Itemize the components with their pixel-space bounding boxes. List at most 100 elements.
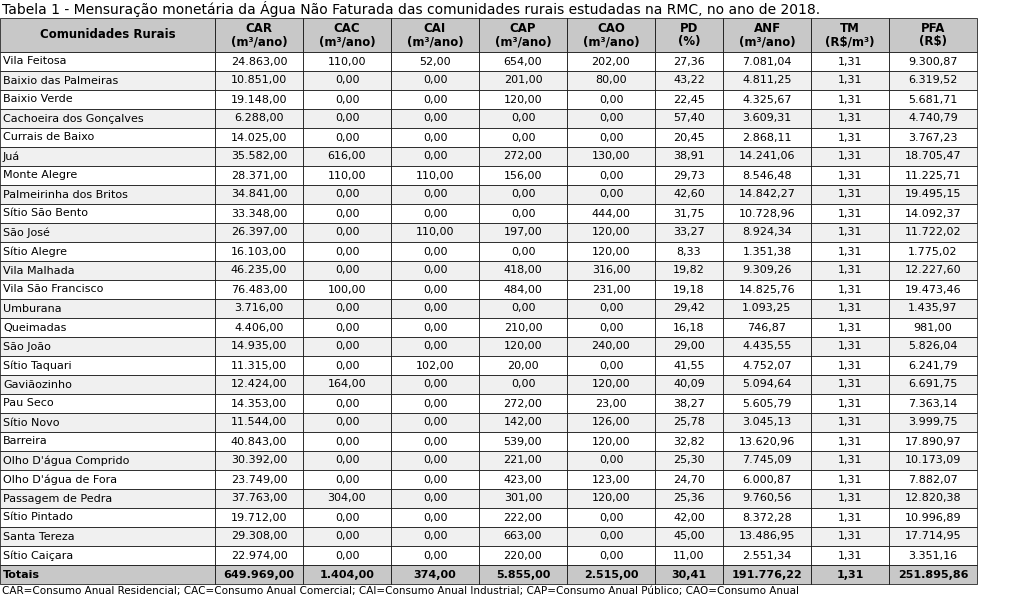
- Text: 7.081,04: 7.081,04: [742, 56, 792, 67]
- Text: 616,00: 616,00: [328, 151, 366, 162]
- Bar: [567, 204, 655, 223]
- Text: 0,00: 0,00: [599, 114, 623, 123]
- Bar: [655, 109, 723, 128]
- Text: Sítio Alegre: Sítio Alegre: [3, 246, 67, 257]
- Bar: [889, 451, 977, 470]
- Bar: [889, 109, 977, 128]
- Bar: [391, 280, 479, 299]
- Text: 120,00: 120,00: [591, 493, 631, 504]
- Bar: [0, 261, 215, 280]
- Bar: [303, 565, 391, 584]
- Bar: [567, 52, 655, 71]
- Text: 11.225,71: 11.225,71: [905, 171, 961, 180]
- Bar: [0, 223, 215, 242]
- Text: Umburana: Umburana: [3, 304, 62, 314]
- Bar: [479, 337, 567, 356]
- Text: 26.397,00: 26.397,00: [231, 228, 287, 237]
- Text: 142,00: 142,00: [504, 418, 543, 427]
- Text: 12.227,60: 12.227,60: [905, 266, 962, 275]
- Text: 1,31: 1,31: [838, 56, 863, 67]
- Text: 25,36: 25,36: [673, 493, 705, 504]
- Bar: [303, 508, 391, 527]
- Text: 10.996,89: 10.996,89: [905, 513, 962, 522]
- Text: 423,00: 423,00: [504, 475, 543, 484]
- Text: 0,00: 0,00: [599, 361, 623, 370]
- Bar: [0, 337, 215, 356]
- Bar: [479, 565, 567, 584]
- Bar: [655, 52, 723, 71]
- Bar: [303, 318, 391, 337]
- Text: 0,00: 0,00: [599, 171, 623, 180]
- Bar: [479, 489, 567, 508]
- Text: 0,00: 0,00: [511, 304, 536, 314]
- Text: 6.288,00: 6.288,00: [234, 114, 284, 123]
- Bar: [479, 432, 567, 451]
- Bar: [889, 432, 977, 451]
- Bar: [655, 71, 723, 90]
- Bar: [811, 204, 889, 223]
- Text: 0,00: 0,00: [423, 189, 447, 200]
- Bar: [567, 223, 655, 242]
- Bar: [811, 128, 889, 147]
- Bar: [0, 413, 215, 432]
- Bar: [479, 147, 567, 166]
- Text: (m³/ano): (m³/ano): [494, 35, 551, 48]
- Bar: [303, 128, 391, 147]
- Bar: [215, 299, 303, 318]
- Text: 29,00: 29,00: [673, 341, 705, 352]
- Bar: [479, 394, 567, 413]
- Bar: [215, 185, 303, 204]
- Text: 42,60: 42,60: [673, 189, 705, 200]
- Text: 120,00: 120,00: [504, 341, 542, 352]
- Text: 1,31: 1,31: [838, 361, 863, 370]
- Bar: [391, 204, 479, 223]
- Bar: [0, 451, 215, 470]
- Text: 110,00: 110,00: [416, 171, 454, 180]
- Text: 40.843,00: 40.843,00: [231, 436, 287, 447]
- Text: 18.705,47: 18.705,47: [905, 151, 962, 162]
- Text: 0,00: 0,00: [599, 531, 623, 542]
- Bar: [391, 489, 479, 508]
- Text: (%): (%): [678, 35, 701, 48]
- Text: 0,00: 0,00: [599, 456, 623, 466]
- Text: 1,31: 1,31: [838, 228, 863, 237]
- Bar: [0, 489, 215, 508]
- Bar: [889, 90, 977, 109]
- Bar: [303, 242, 391, 261]
- Text: 14.825,76: 14.825,76: [739, 284, 796, 294]
- Text: 6.319,52: 6.319,52: [908, 76, 958, 85]
- Bar: [303, 166, 391, 185]
- Bar: [303, 223, 391, 242]
- Bar: [479, 166, 567, 185]
- Bar: [811, 185, 889, 204]
- Bar: [0, 18, 215, 52]
- Text: 8,33: 8,33: [677, 246, 702, 257]
- Bar: [655, 147, 723, 166]
- Text: 3.045,13: 3.045,13: [742, 418, 792, 427]
- Bar: [479, 204, 567, 223]
- Text: 19,82: 19,82: [673, 266, 705, 275]
- Text: ANF: ANF: [753, 22, 780, 35]
- Bar: [655, 337, 723, 356]
- Bar: [655, 204, 723, 223]
- Bar: [723, 147, 811, 166]
- Text: 6.000,87: 6.000,87: [742, 475, 792, 484]
- Bar: [0, 546, 215, 565]
- Text: 6.691,75: 6.691,75: [908, 379, 958, 389]
- Bar: [0, 90, 215, 109]
- Bar: [303, 451, 391, 470]
- Text: 663,00: 663,00: [504, 531, 542, 542]
- Bar: [889, 356, 977, 375]
- Bar: [567, 166, 655, 185]
- Bar: [655, 470, 723, 489]
- Text: Baixio das Palmeiras: Baixio das Palmeiras: [3, 76, 119, 85]
- Text: 1,31: 1,31: [838, 493, 863, 504]
- Text: 0,00: 0,00: [334, 551, 359, 561]
- Bar: [723, 166, 811, 185]
- Text: 2.551,34: 2.551,34: [742, 551, 792, 561]
- Bar: [391, 546, 479, 565]
- Bar: [811, 109, 889, 128]
- Bar: [215, 52, 303, 71]
- Bar: [889, 223, 977, 242]
- Bar: [391, 223, 479, 242]
